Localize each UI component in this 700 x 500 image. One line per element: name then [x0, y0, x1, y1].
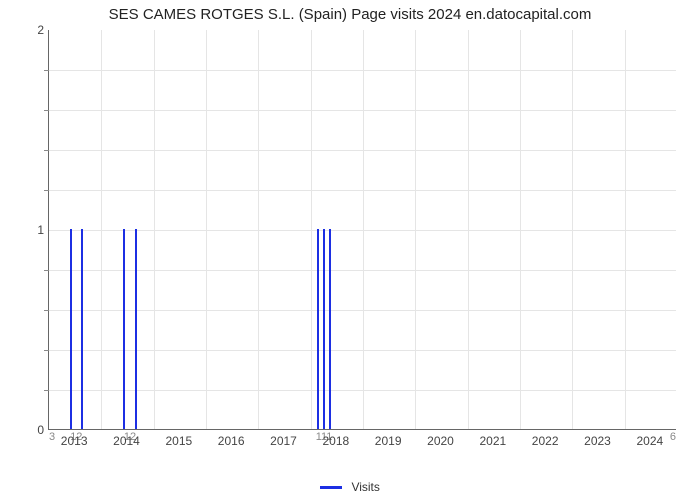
y-tick-label: 0	[26, 423, 44, 437]
data-spike	[329, 229, 331, 429]
y-minor-tick	[44, 190, 49, 191]
y-tick-label: 2	[26, 23, 44, 37]
x-tick-label: 2021	[467, 434, 519, 448]
vgrid	[206, 30, 207, 429]
y-minor-tick	[44, 270, 49, 271]
y-tick-label: 1	[26, 223, 44, 237]
data-spike	[70, 229, 72, 429]
x-tick-label: 2020	[415, 434, 467, 448]
plot-area: 3 6 1212111	[48, 30, 676, 430]
vgrid	[258, 30, 259, 429]
x-tick-label: 2024	[624, 434, 676, 448]
vgrid	[311, 30, 312, 429]
data-spike	[135, 229, 137, 429]
data-spike	[81, 229, 83, 429]
x-tick-label: 2018	[310, 434, 362, 448]
data-spike	[323, 229, 325, 429]
vgrid	[101, 30, 102, 429]
vgrid	[520, 30, 521, 429]
chart-title: SES CAMES ROTGES S.L. (Spain) Page visit…	[0, 6, 700, 23]
data-spike	[123, 229, 125, 429]
x-tick-label: 2023	[572, 434, 624, 448]
y-minor-tick	[44, 310, 49, 311]
chart-stage: SES CAMES ROTGES S.L. (Spain) Page visit…	[0, 0, 700, 500]
y-minor-tick	[44, 350, 49, 351]
y-minor-tick	[44, 70, 49, 71]
legend: Visits	[0, 479, 700, 494]
x-tick-label: 2014	[101, 434, 153, 448]
x-tick-label: 2022	[519, 434, 571, 448]
legend-label: Visits	[351, 480, 379, 494]
vgrid	[625, 30, 626, 429]
vgrid	[363, 30, 364, 429]
x-tick-label: 2016	[205, 434, 257, 448]
data-spike	[317, 229, 319, 429]
x-tick-label: 2015	[153, 434, 205, 448]
legend-swatch	[320, 486, 342, 489]
y-minor-tick	[44, 390, 49, 391]
vgrid	[154, 30, 155, 429]
x-tick-label: 2013	[48, 434, 100, 448]
y-minor-tick	[44, 150, 49, 151]
y-minor-tick	[44, 110, 49, 111]
vgrid	[572, 30, 573, 429]
x-tick-label: 2019	[362, 434, 414, 448]
x-tick-label: 2017	[258, 434, 310, 448]
vgrid	[415, 30, 416, 429]
vgrid	[468, 30, 469, 429]
